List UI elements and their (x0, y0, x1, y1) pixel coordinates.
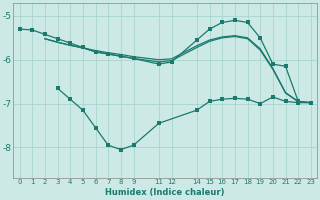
X-axis label: Humidex (Indice chaleur): Humidex (Indice chaleur) (106, 188, 225, 197)
